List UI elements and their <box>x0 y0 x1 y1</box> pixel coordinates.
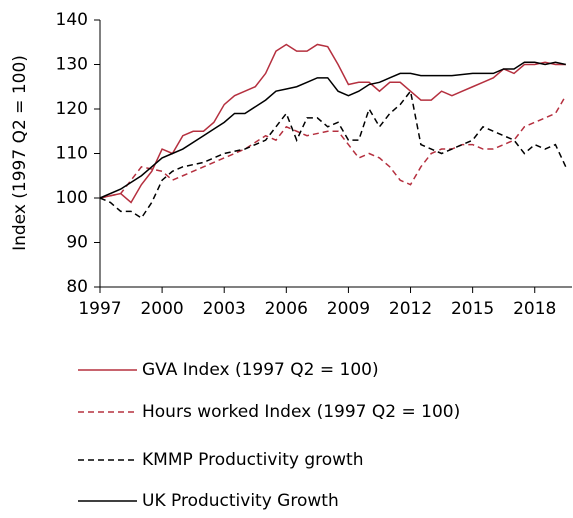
y-tick-label: 90 <box>66 233 88 253</box>
x-tick-label: 2015 <box>451 299 494 319</box>
series-line <box>99 89 567 220</box>
series-line <box>99 61 566 199</box>
series-line <box>99 43 566 204</box>
x-tick-label: 2000 <box>140 299 183 319</box>
legend-label: Hours worked Index (1997 Q2 = 100) <box>142 402 460 422</box>
x-tick-label: 2018 <box>513 299 556 319</box>
series-line <box>99 95 567 199</box>
x-tick-label: 1997 <box>78 299 121 319</box>
legend-label: KMMP Productivity growth <box>142 450 363 470</box>
y-tick-label: 110 <box>56 144 88 164</box>
x-tick-label: 2012 <box>389 299 432 319</box>
legend-label: GVA Index (1997 Q2 = 100) <box>142 360 379 380</box>
y-tick-label: 100 <box>56 188 88 208</box>
y-axis-label: Index (1997 Q2 = 100) <box>10 55 30 251</box>
x-tick-label: 2003 <box>203 299 246 319</box>
y-tick-label: 140 <box>56 10 88 30</box>
y-tick-label: 80 <box>66 277 88 297</box>
legend-label: UK Productivity Growth <box>142 491 339 511</box>
x-tick-label: 2009 <box>327 299 370 319</box>
y-tick-label: 120 <box>56 99 88 119</box>
y-tick-label: 130 <box>56 55 88 75</box>
x-tick-label: 2006 <box>265 299 308 319</box>
